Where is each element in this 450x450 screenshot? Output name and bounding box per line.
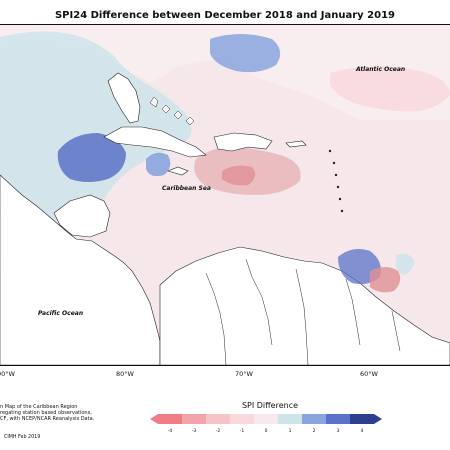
legend-tick-label: 3 (337, 428, 340, 434)
legend-swatch (350, 414, 374, 424)
light-positive-field (0, 25, 450, 120)
legend-swatch (278, 414, 302, 424)
puerto-rico-land (285, 140, 307, 148)
legend-tick-label: -4 (168, 428, 173, 434)
legend-tick-label: 2 (313, 428, 316, 434)
island-dot (332, 161, 336, 165)
blue-anomaly-atlantic (395, 253, 414, 275)
florida-land (107, 72, 141, 124)
island-dot (336, 185, 340, 189)
map-svg: Atlantic Ocean Caribbean Sea Pacific Oce… (0, 25, 450, 365)
legend-swatch (326, 414, 350, 424)
island-dot (328, 149, 332, 153)
tick-60w: 60°W (360, 370, 378, 378)
description-line: CF, with NCEP/NCAR Reanalysis Data. (0, 416, 95, 422)
bahamas-island (161, 104, 171, 114)
tick-90w: 90°W (0, 370, 15, 378)
map-area: Atlantic Ocean Caribbean Sea Pacific Oce… (0, 24, 450, 366)
map-description: n Map of the Caribbean Region regating s… (0, 404, 130, 422)
description-line: n Map of the Caribbean Region (0, 404, 78, 410)
blue-core-gulf (57, 133, 126, 182)
legend-arrow-left (150, 414, 158, 424)
border-line (245, 258, 273, 346)
legend-swatch (206, 414, 230, 424)
legend-title: SPI Difference (241, 401, 299, 410)
blue-anomaly-cuba (146, 152, 171, 177)
legend-colorbar: -4 -3 -2 -1 0 1 2 3 4 (150, 414, 382, 434)
border-line (205, 272, 227, 365)
border-line (295, 268, 309, 365)
bahamas-island (149, 96, 159, 108)
legend-tick-label: -3 (192, 428, 197, 434)
legend-swatch (254, 414, 278, 424)
island-dot (334, 173, 338, 177)
legend-tick-label: 4 (361, 428, 364, 434)
yucatan-land (53, 194, 111, 238)
legend-arrow-right (374, 414, 382, 424)
island-dot (338, 197, 342, 201)
island-dot (340, 209, 344, 213)
border-line (345, 278, 361, 346)
hispaniola-land (213, 132, 273, 152)
jamaica-land (167, 166, 189, 176)
border-line (391, 310, 401, 352)
blue-anomaly-north (210, 34, 281, 73)
bahamas-island (185, 116, 195, 126)
legend-tick-label: -1 (240, 428, 245, 434)
legend-swatch (182, 414, 206, 424)
cuba-land (103, 126, 207, 158)
tick-70w: 70°W (235, 370, 253, 378)
red-anomaly-guianas (370, 267, 401, 293)
legend-tick-label: 0 (265, 428, 268, 434)
longitude-axis: 90°W 80°W 70°W 60°W (0, 370, 450, 380)
label-pacific-ocean: Pacific Ocean (38, 310, 83, 317)
label-caribbean-sea: Caribbean Sea (162, 185, 211, 192)
legend-swatch (158, 414, 182, 424)
label-atlantic-ocean: Atlantic Ocean (355, 66, 405, 73)
legend-swatch (302, 414, 326, 424)
credit-text: CIMH Feb 2019 (4, 435, 41, 440)
legend-swatch (230, 414, 254, 424)
legend-tick-label: 1 (289, 428, 292, 434)
map-title: SPI24 Difference between December 2018 a… (54, 10, 395, 21)
tick-80w: 80°W (116, 370, 134, 378)
pink-anomaly-atlantic (330, 66, 450, 112)
bahamas-island (173, 110, 183, 120)
description-line: regating station based observations, (0, 410, 92, 416)
legend-tick-label: -2 (216, 428, 221, 434)
red-core-central (222, 165, 256, 186)
blue-anomaly-west (0, 31, 192, 222)
